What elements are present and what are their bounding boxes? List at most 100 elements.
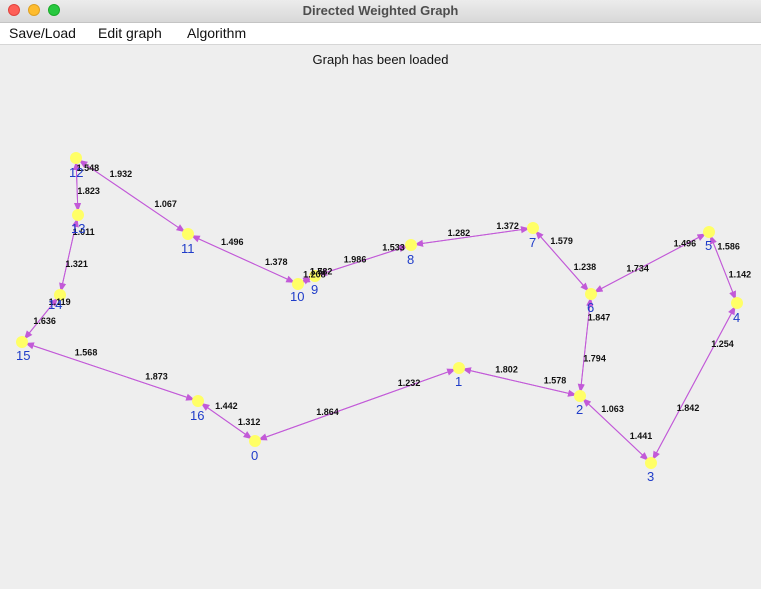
edge-weight-label: 1.496 — [221, 237, 244, 247]
node-id-label: 11 — [181, 241, 195, 256]
edge-weight-label: 1.533 — [382, 242, 405, 252]
edge-weight-label: 1.378 — [265, 257, 288, 267]
graph-node-16[interactable] — [192, 395, 204, 407]
maximize-window-button[interactable] — [48, 4, 60, 16]
edges-layer — [21, 157, 738, 464]
node-id-label: 10 — [290, 289, 304, 304]
edge-weight-label: 1.548 — [77, 163, 100, 173]
edge-weight-label: 1.636 — [33, 316, 56, 326]
menu-bar: Save/Load Edit graph Algorithm — [0, 23, 761, 45]
edge-3-2 — [582, 398, 652, 464]
edge-5-4 — [708, 231, 736, 301]
node-id-label: 6 — [587, 300, 594, 315]
edge-weight-label: 1.794 — [583, 353, 606, 363]
edge-weight-label: 1.254 — [711, 339, 734, 349]
edge-weight-label: 1.496 — [674, 239, 697, 249]
node-id-label: 4 — [733, 310, 740, 325]
edge-weight-label: 1.063 — [601, 404, 624, 414]
edge-weight-label: 1.208 — [303, 270, 326, 280]
node-id-label: 14 — [48, 297, 62, 312]
node-id-label: 2 — [576, 402, 583, 417]
node-id-label: 9 — [311, 282, 318, 297]
edge-weight-label: 1.873 — [145, 371, 168, 381]
graph-node-6[interactable] — [585, 288, 597, 300]
graph-node-9[interactable] — [309, 270, 321, 282]
close-window-button[interactable] — [8, 4, 20, 16]
graph-node-13[interactable] — [72, 209, 84, 221]
nodes-layer — [16, 152, 743, 469]
edge-weight-label: 1.579 — [550, 236, 573, 246]
edge-weight-label: 1.734 — [626, 263, 649, 273]
edge-weight-label: 1.119 — [49, 297, 71, 307]
graph-node-8[interactable] — [405, 239, 417, 251]
edge-weight-label: 1.7 — [310, 266, 323, 276]
minimize-window-button[interactable] — [28, 4, 40, 16]
graph-node-3[interactable] — [645, 457, 657, 469]
node-id-label: 15 — [16, 348, 30, 363]
menu-save-load[interactable]: Save/Load — [9, 25, 76, 41]
node-id-label: 16 — [190, 408, 204, 423]
graph-node-12[interactable] — [70, 152, 82, 164]
edge-0-16 — [200, 402, 256, 442]
node-id-label: 8 — [407, 252, 414, 267]
edge-8-7 — [410, 226, 530, 246]
edge-weight-label: 1.312 — [238, 417, 261, 427]
edge-weight-label: 1.142 — [729, 270, 752, 280]
edge-4-3 — [652, 302, 738, 461]
edge-weight-label: 1.232 — [398, 378, 421, 388]
node-id-label: 0 — [251, 448, 258, 463]
node-id-label: 3 — [647, 469, 654, 484]
edge-weight-label: 1.582 — [310, 266, 333, 276]
edge-1-0 — [257, 367, 460, 441]
edge-weight-label: 1.282 — [448, 228, 471, 238]
edge-weight-label: 1.011 — [73, 227, 95, 237]
edge-9-8 — [314, 245, 409, 277]
graph-node-4[interactable] — [731, 297, 743, 309]
graph-node-1[interactable] — [453, 362, 465, 374]
menu-edit-graph[interactable]: Edit graph — [98, 25, 162, 41]
edge-weight-label: 1.802 — [495, 364, 518, 374]
status-message: Graph has been loaded — [312, 52, 449, 67]
edge-weight-label: 1.568 — [75, 348, 98, 358]
edge-weight-label: 1.932 — [110, 169, 133, 179]
node-id-label: 12 — [69, 165, 83, 180]
edge-weight-label: 1.864 — [316, 407, 339, 417]
graph-node-0[interactable] — [249, 435, 261, 447]
edge-weight-label: 1.441 — [630, 431, 653, 441]
title-bar[interactable]: Directed Weighted Graph — [0, 0, 761, 23]
node-id-label: 7 — [529, 235, 536, 250]
edge-weight-label: 1.067 — [154, 199, 177, 209]
edge-weight-label: 1.823 — [77, 186, 100, 196]
edge-14-13 — [59, 218, 79, 296]
edge-weight-label: 1.321 — [65, 259, 88, 269]
graph-node-14[interactable] — [54, 289, 66, 301]
window-title: Directed Weighted Graph — [302, 3, 459, 18]
edge-2-1 — [462, 367, 581, 397]
node-id-label: 13 — [71, 221, 85, 236]
node-id-label: 5 — [705, 238, 712, 253]
edge-7-6 — [532, 227, 589, 292]
edge-weight-label: 1.986 — [344, 255, 367, 265]
edge-weight-label: 1.442 — [215, 401, 238, 411]
edge-6-5 — [590, 233, 707, 295]
edge-weight-label: 1.238 — [574, 262, 597, 272]
menu-algorithm[interactable]: Algorithm — [187, 25, 247, 41]
edge-12-11 — [75, 157, 186, 233]
edge-2-6 — [579, 297, 594, 397]
edge-weight-label: 1.578 — [544, 376, 567, 386]
graph-node-2[interactable] — [574, 390, 586, 402]
edge-weight-label: 1.842 — [677, 403, 700, 413]
edge-15-14 — [21, 297, 59, 343]
node-id-label: 1 — [455, 374, 462, 389]
edge-weight-label: 1.847 — [588, 313, 611, 323]
graph-node-10[interactable] — [292, 278, 304, 290]
edge-weight-label: 1.372 — [496, 221, 519, 231]
edge-weight-label: 1.586 — [717, 241, 740, 251]
graph-node-15[interactable] — [16, 336, 28, 348]
graph-node-7[interactable] — [527, 222, 539, 234]
graph-node-5[interactable] — [703, 226, 715, 238]
graph-node-11[interactable] — [182, 228, 194, 240]
